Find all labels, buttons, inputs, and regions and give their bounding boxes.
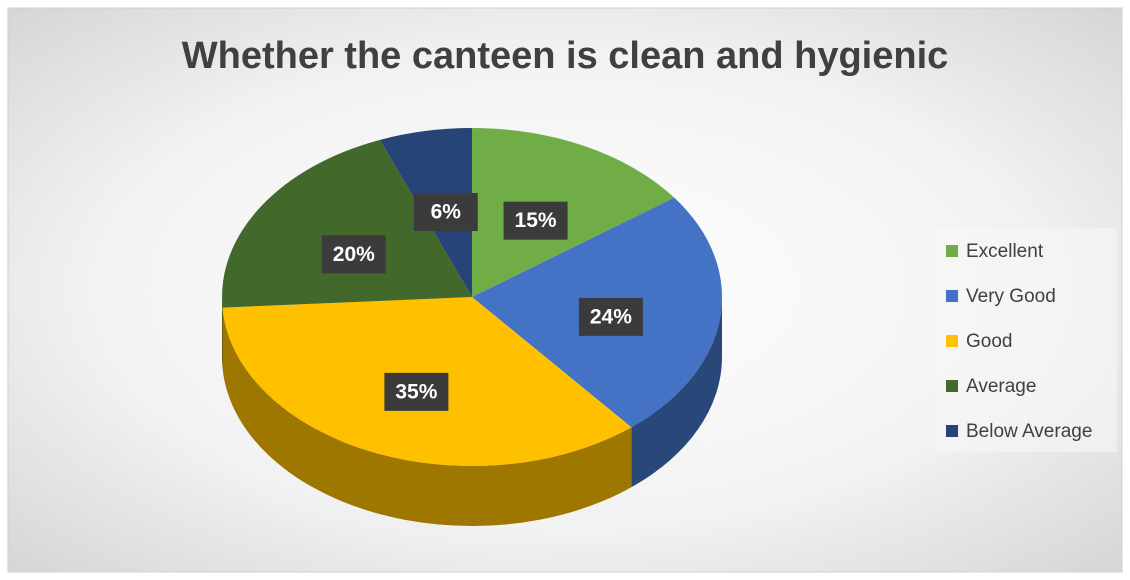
legend-swatch [946, 335, 958, 347]
legend-swatch [946, 425, 958, 437]
chart-title: Whether the canteen is clean and hygieni… [182, 35, 949, 77]
legend-label: Below Average [966, 421, 1092, 442]
legend-box [935, 228, 1117, 452]
legend-swatch [946, 380, 958, 392]
value-label-box [503, 201, 568, 240]
pie-slice-side [631, 297, 722, 488]
value-label-box [578, 297, 643, 336]
value-label-box [413, 193, 478, 232]
legend-label: Good [966, 331, 1012, 352]
value-label-box [384, 372, 449, 411]
value-label: 20% [333, 243, 375, 266]
pie-slice [222, 139, 472, 308]
legend-label: Very Good [966, 286, 1056, 307]
value-label: 35% [395, 380, 437, 403]
legend-label: Excellent [966, 241, 1044, 262]
legend-label: Average [966, 376, 1036, 397]
value-label-box [321, 235, 386, 274]
pie-slice [472, 128, 675, 297]
legend-swatch [946, 290, 958, 302]
value-label: 24% [590, 305, 632, 328]
pie-slice-side [222, 307, 632, 527]
legend-swatch [946, 245, 958, 257]
value-label: 6% [431, 201, 462, 224]
value-label: 15% [515, 209, 557, 232]
